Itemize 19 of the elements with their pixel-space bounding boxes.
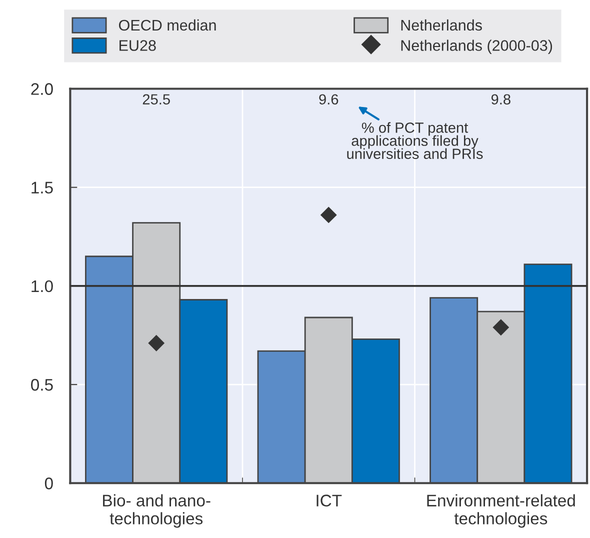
annotation: 25.5 xyxy=(142,94,170,105)
y-tick-label: 1.0 xyxy=(32,280,53,292)
point xyxy=(320,206,337,224)
y-tick-label: 2.0 xyxy=(31,83,53,95)
x-tick-label: Bio- and nano- technologies xyxy=(103,494,210,528)
annotation: 9.8 xyxy=(491,94,510,105)
point xyxy=(148,334,165,352)
legend-label: Netherlands xyxy=(401,19,482,31)
legend-label: Netherlands (2000-03) xyxy=(401,40,552,54)
y-tick-label: 0.5 xyxy=(31,378,53,391)
y-tick-label: 1.5 xyxy=(32,182,53,194)
annotation: % of PCT patent applications filed by universities and PRIs xyxy=(347,122,483,159)
point xyxy=(492,319,510,336)
x-tick-label: Environment-related technologies xyxy=(427,494,575,528)
legend-label: EU28 xyxy=(120,40,156,51)
annotation: 9.6 xyxy=(319,94,338,105)
y-tick-label: 0 xyxy=(44,478,53,490)
x-tick-label: ICT xyxy=(316,494,342,506)
legend-label: OECD median xyxy=(119,19,216,31)
